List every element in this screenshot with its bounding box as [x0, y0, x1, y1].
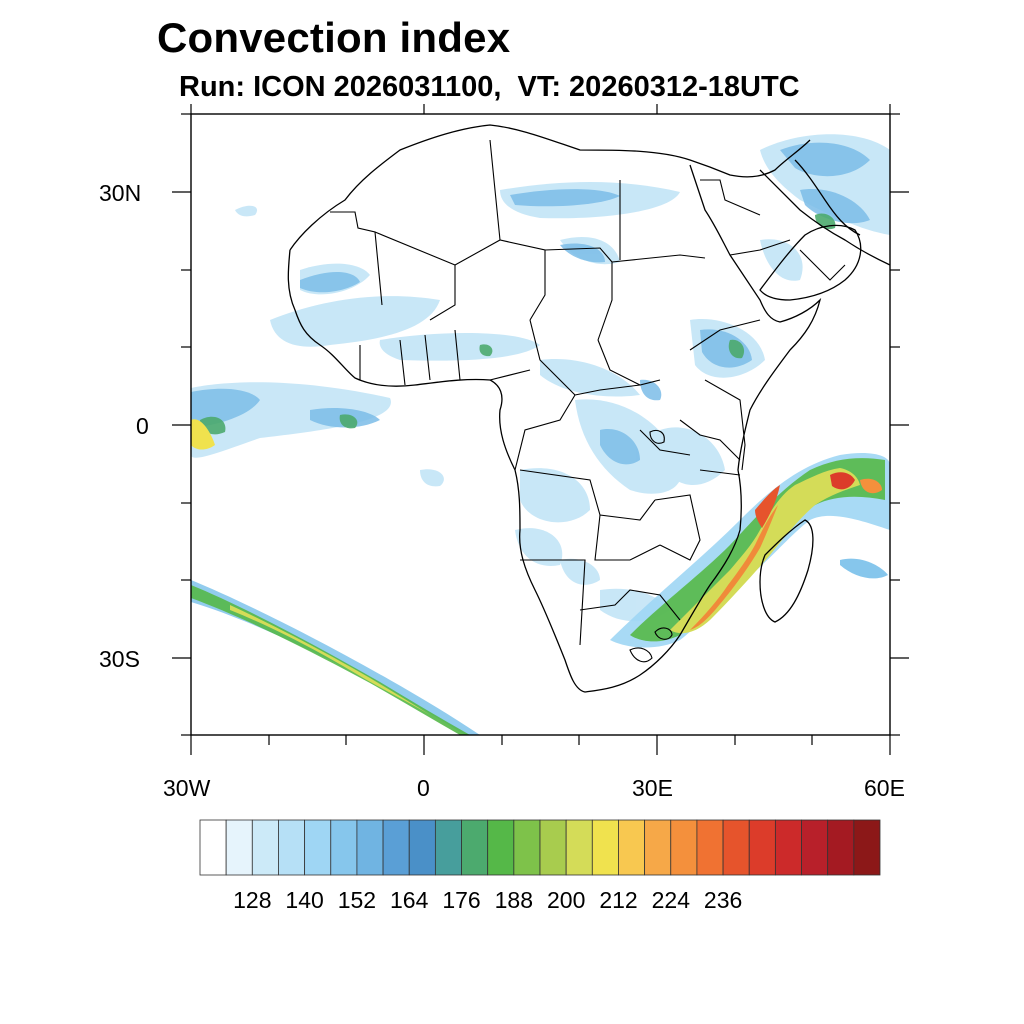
colorbar-label: 200: [547, 887, 586, 913]
colorbar-box: [827, 819, 855, 876]
colorbar-label: 128: [233, 887, 272, 913]
colorbar-label: 236: [703, 887, 743, 913]
colorbar-box: [801, 819, 829, 876]
colorbar-label: 212: [599, 887, 638, 913]
colorbar-box: [591, 819, 619, 876]
colorbar-box: [748, 819, 776, 876]
convection-field: [191, 134, 890, 735]
colorbar-label: 152: [337, 887, 377, 913]
colorbar-box: [565, 819, 593, 876]
coastlines: [287, 124, 890, 693]
axis-ticks: [172, 104, 909, 755]
chart-title: Convection index: [157, 14, 511, 61]
lat-tick-label: 30N: [99, 180, 142, 206]
colorbar-box: [774, 819, 802, 876]
country-borders: [330, 139, 846, 663]
colorbar-box: [330, 819, 358, 876]
colorbar-box: [434, 819, 462, 876]
colorbar-box: [251, 819, 279, 876]
colorbar-box: [644, 819, 672, 876]
lon-tick-label: 30E: [632, 775, 673, 801]
chart-subtitle: Run: ICON 2026031100, VT: 20260312-18UTC: [179, 71, 800, 103]
colorbar-box: [722, 819, 750, 876]
colorbar-box: [408, 819, 436, 876]
colorbar-label: 164: [390, 887, 429, 913]
colorbar-box: [461, 819, 489, 876]
lon-tick-label: 30W: [163, 775, 211, 801]
colorbar-box: [278, 819, 306, 876]
colorbar-box: [618, 819, 646, 876]
colorbar-box: [853, 819, 881, 876]
colorbar-label: 176: [442, 887, 481, 913]
colorbar-box: [225, 819, 253, 876]
colorbar-box: [356, 819, 384, 876]
colorbar-box: [304, 819, 332, 876]
colorbar: [199, 819, 881, 876]
lon-tick-label: 60E: [864, 775, 905, 801]
colorbar-label: 224: [651, 887, 690, 913]
lon-tick-label: 0: [417, 775, 430, 801]
lat-tick-label: 30S: [99, 646, 140, 672]
colorbar-box: [487, 819, 515, 876]
colorbar-box: [382, 819, 410, 876]
colorbar-box: [199, 819, 227, 876]
colorbar-box: [513, 819, 541, 876]
colorbar-label: 188: [494, 887, 533, 913]
colorbar-box: [539, 819, 567, 876]
colorbar-box: [696, 819, 724, 876]
colorbar-box: [670, 819, 698, 876]
lat-tick-label: 0: [136, 413, 149, 439]
colorbar-label: 140: [285, 887, 324, 913]
